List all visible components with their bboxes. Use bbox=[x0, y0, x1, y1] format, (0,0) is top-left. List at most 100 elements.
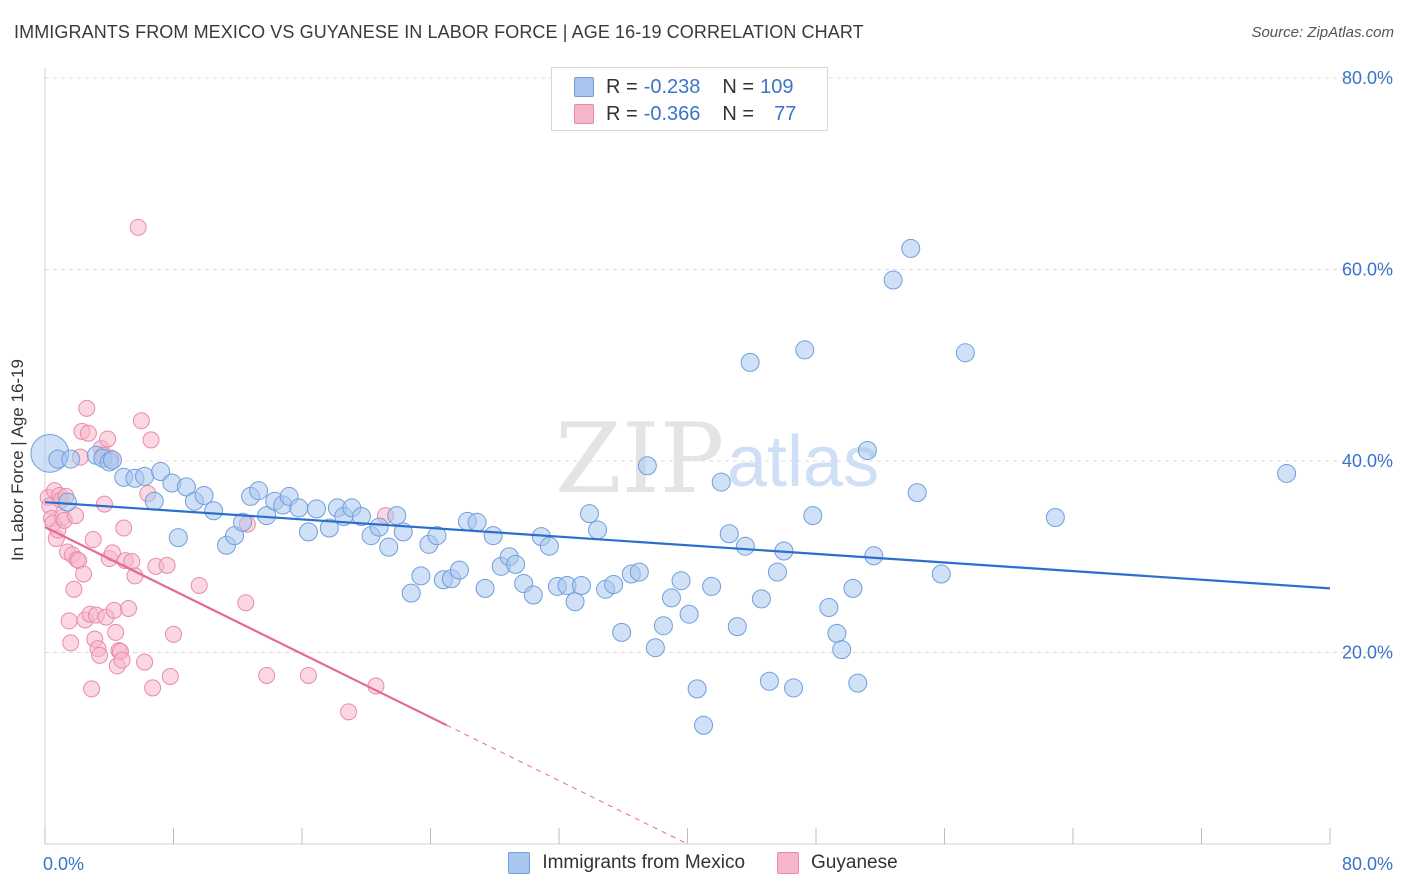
legend-label-mexico: Immigrants from Mexico bbox=[542, 852, 746, 873]
legend-r-label: R = bbox=[606, 75, 638, 98]
mexico-point bbox=[61, 449, 81, 469]
guyanese-point bbox=[237, 594, 255, 612]
guyanese-point bbox=[142, 431, 160, 449]
legend-row-mexico: R = -0.238 N = 109 bbox=[574, 74, 793, 100]
mexico-point bbox=[719, 524, 739, 544]
mexico-point bbox=[907, 483, 927, 503]
guyanese-points bbox=[39, 218, 395, 721]
y-axis-label: In Labor Force | Age 16-19 bbox=[8, 359, 27, 561]
guyanese-point bbox=[65, 580, 83, 598]
guyanese-point bbox=[132, 412, 150, 430]
mexico-point bbox=[661, 588, 681, 608]
mexico-point bbox=[194, 485, 214, 505]
mexico-point bbox=[819, 597, 839, 617]
mexico-point bbox=[289, 498, 309, 518]
x-tick-label: 0.0% bbox=[43, 854, 84, 874]
mexico-point bbox=[369, 517, 389, 537]
mexico-point bbox=[249, 481, 269, 501]
mexico-point bbox=[401, 583, 421, 603]
legend-r-value: -0.238 bbox=[643, 75, 701, 98]
watermark-zip: ZIP bbox=[555, 403, 724, 515]
mexico-point bbox=[588, 520, 608, 540]
chart-source: Source: ZipAtlas.com bbox=[1251, 24, 1394, 41]
mexico-point bbox=[827, 623, 847, 643]
legend-swatch-guyanese bbox=[574, 104, 594, 124]
mexico-point bbox=[740, 352, 760, 372]
legend-swatch-mexico bbox=[574, 77, 594, 97]
tick-labels: 20.0% 40.0% 60.0% 80.0% 0.0% 80.0% bbox=[43, 68, 1393, 874]
mexico-point bbox=[176, 477, 196, 497]
guyanese-point bbox=[83, 680, 101, 698]
mexico-point bbox=[411, 566, 431, 586]
trend-lines bbox=[44, 501, 1331, 845]
mexico-point bbox=[1045, 507, 1065, 527]
mexico-point bbox=[679, 604, 699, 624]
mexico-point bbox=[711, 472, 731, 492]
mexico-point bbox=[151, 462, 171, 482]
y-tick-label: 20.0% bbox=[1342, 643, 1393, 663]
legend-swatch-mexico bbox=[508, 852, 531, 874]
mexico-point bbox=[102, 450, 122, 470]
mexico-point bbox=[767, 562, 787, 582]
guyanese-point bbox=[115, 519, 133, 537]
mexico-point bbox=[883, 270, 903, 290]
mexico-point bbox=[848, 673, 868, 693]
guyanese-point bbox=[161, 667, 179, 685]
legend-swatch-guyanese bbox=[777, 852, 800, 874]
guyanese-point bbox=[79, 424, 97, 442]
mexico-trend-line bbox=[44, 501, 1331, 590]
guyanese-point bbox=[367, 677, 385, 695]
mexico-point bbox=[565, 592, 585, 612]
mexico-point bbox=[901, 238, 921, 258]
mexico-point bbox=[612, 622, 632, 642]
mexico-point bbox=[204, 501, 224, 521]
mexico-point bbox=[702, 576, 722, 596]
mexico-point bbox=[637, 456, 657, 476]
guyanese-point bbox=[165, 625, 182, 643]
guyanese-point bbox=[105, 601, 123, 619]
mexico-point bbox=[832, 640, 852, 660]
mexico-point bbox=[387, 506, 407, 526]
guyanese-point bbox=[91, 646, 109, 664]
guyanese-point bbox=[129, 218, 147, 236]
guyanese-point bbox=[78, 399, 96, 417]
y-tick-label: 80.0% bbox=[1342, 68, 1393, 88]
mexico-point bbox=[168, 528, 188, 548]
mexico-point bbox=[523, 585, 543, 605]
mexico-point bbox=[379, 537, 399, 557]
legend-r-value: -0.366 bbox=[643, 102, 701, 125]
guyanese-point bbox=[95, 495, 113, 513]
mexico-point bbox=[751, 589, 771, 609]
legend-item-guyanese[interactable]: Guyanese bbox=[777, 852, 898, 874]
mexico-point bbox=[843, 578, 863, 598]
legend-item-mexico[interactable]: Immigrants from Mexico bbox=[508, 852, 745, 874]
mexico-point bbox=[735, 536, 755, 556]
mexico-point bbox=[857, 440, 877, 460]
guyanese-point bbox=[75, 565, 93, 583]
y-tick-label: 60.0% bbox=[1342, 260, 1393, 280]
mexico-point bbox=[759, 671, 779, 691]
guyanese-point bbox=[158, 556, 176, 574]
guyanese-point bbox=[120, 599, 138, 617]
mexico-point bbox=[653, 616, 673, 636]
legend-n-label: N = bbox=[722, 102, 755, 125]
guyanese-point bbox=[62, 634, 80, 652]
guyanese-point bbox=[84, 531, 102, 549]
series-legend: Immigrants from Mexico Guyanese bbox=[0, 852, 1406, 874]
guyanese-point bbox=[113, 651, 131, 669]
mexico-point bbox=[629, 562, 649, 582]
mexico-point bbox=[784, 678, 804, 698]
mexico-point bbox=[483, 526, 503, 546]
mexico-point bbox=[727, 617, 747, 637]
mexico-point bbox=[475, 578, 495, 598]
mexico-point bbox=[604, 575, 624, 595]
mexico-point bbox=[298, 522, 318, 542]
guyanese-point bbox=[136, 653, 154, 671]
mexico-point bbox=[319, 518, 339, 538]
mexico-point bbox=[955, 343, 975, 363]
mexico-point bbox=[571, 575, 591, 595]
guyanese-point bbox=[99, 430, 117, 448]
guyanese-point bbox=[144, 679, 162, 697]
mexico-point bbox=[306, 499, 326, 519]
